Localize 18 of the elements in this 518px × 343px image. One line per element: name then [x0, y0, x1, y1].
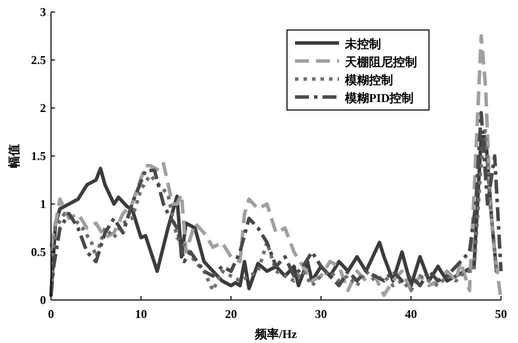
- legend-label: 模糊控制: [344, 73, 393, 87]
- y-tick-label: 2: [40, 101, 46, 115]
- y-axis-title: 幅值: [7, 144, 21, 168]
- x-axis-title: 频率/Hz: [254, 327, 298, 341]
- legend-label: 未控制: [344, 37, 381, 51]
- y-tick-label: 2.5: [31, 53, 46, 67]
- y-tick-label: 0: [40, 293, 46, 307]
- y-tick-label: 3: [40, 5, 46, 19]
- y-tick-label: 0.5: [31, 245, 46, 259]
- x-tick-label: 50: [495, 307, 507, 321]
- x-tick-label: 10: [135, 307, 147, 321]
- x-tick-label: 30: [315, 307, 327, 321]
- y-tick-label: 1.5: [31, 149, 46, 163]
- legend-label: 天棚阻尼控制: [344, 55, 417, 69]
- x-tick-label: 40: [405, 307, 417, 321]
- x-tick-label: 20: [225, 307, 237, 321]
- legend-label: 模糊PID控制: [344, 91, 414, 105]
- y-tick-label: 1: [40, 197, 46, 211]
